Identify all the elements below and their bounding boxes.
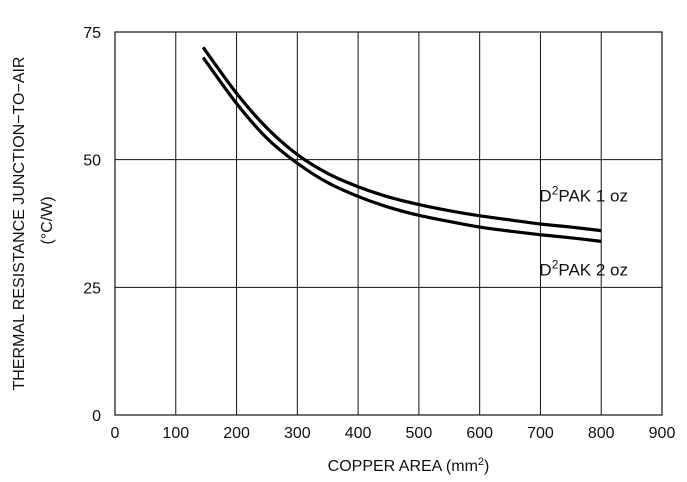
x-tick-label: 900 [649, 425, 676, 442]
x-axis-title-main: COPPER AREA (mm [328, 458, 478, 475]
series-label-main: D [539, 187, 551, 206]
series-line-1 [201, 46, 602, 233]
x-tick-label: 700 [527, 425, 554, 442]
x-axis-title-close: ) [484, 458, 489, 475]
y-tick-label: 50 [83, 153, 101, 170]
series-label-1: D2PAK 1 oz [539, 184, 628, 206]
x-tick-label: 100 [162, 425, 189, 442]
right-axis-title-fragment: R(t), (°C/W) [671, 193, 687, 277]
series-label-rest: PAK 2 oz [558, 260, 628, 279]
series-layer [201, 46, 602, 243]
series-label-rest: PAK 1 oz [558, 187, 628, 206]
x-axis-title-sup: 2 [478, 456, 484, 468]
series-label-sup: 2 [552, 257, 559, 271]
grid [114, 31, 663, 416]
tick-labels: 0 100 200 300 400 500 600 700 800 900 0 25 50 75 [83, 25, 675, 442]
series-line-2 [201, 56, 602, 243]
y-tick-label: 25 [83, 280, 101, 297]
x-tick-label: 200 [223, 425, 250, 442]
y-tick-label: 0 [92, 408, 101, 425]
y-axis-unit: (°C/W) [39, 196, 56, 244]
x-tick-label: 0 [111, 425, 120, 442]
series-label-sup: 2 [552, 184, 559, 198]
y-tick-label: 75 [83, 25, 101, 42]
x-tick-label: 800 [588, 425, 615, 442]
series-label-main: D [539, 260, 551, 279]
plot-frame [114, 31, 663, 416]
series-label-2: D2PAK 2 oz [539, 257, 628, 279]
x-tick-label: 500 [406, 425, 433, 442]
x-tick-label: 600 [466, 425, 493, 442]
x-tick-label: 300 [284, 425, 311, 442]
y-axis-title: THERMAL RESISTANCE JUNCTION−TO−AIR [11, 57, 28, 391]
x-tick-label: 400 [345, 425, 372, 442]
x-axis-title: COPPER AREA (mm2) [328, 456, 490, 475]
